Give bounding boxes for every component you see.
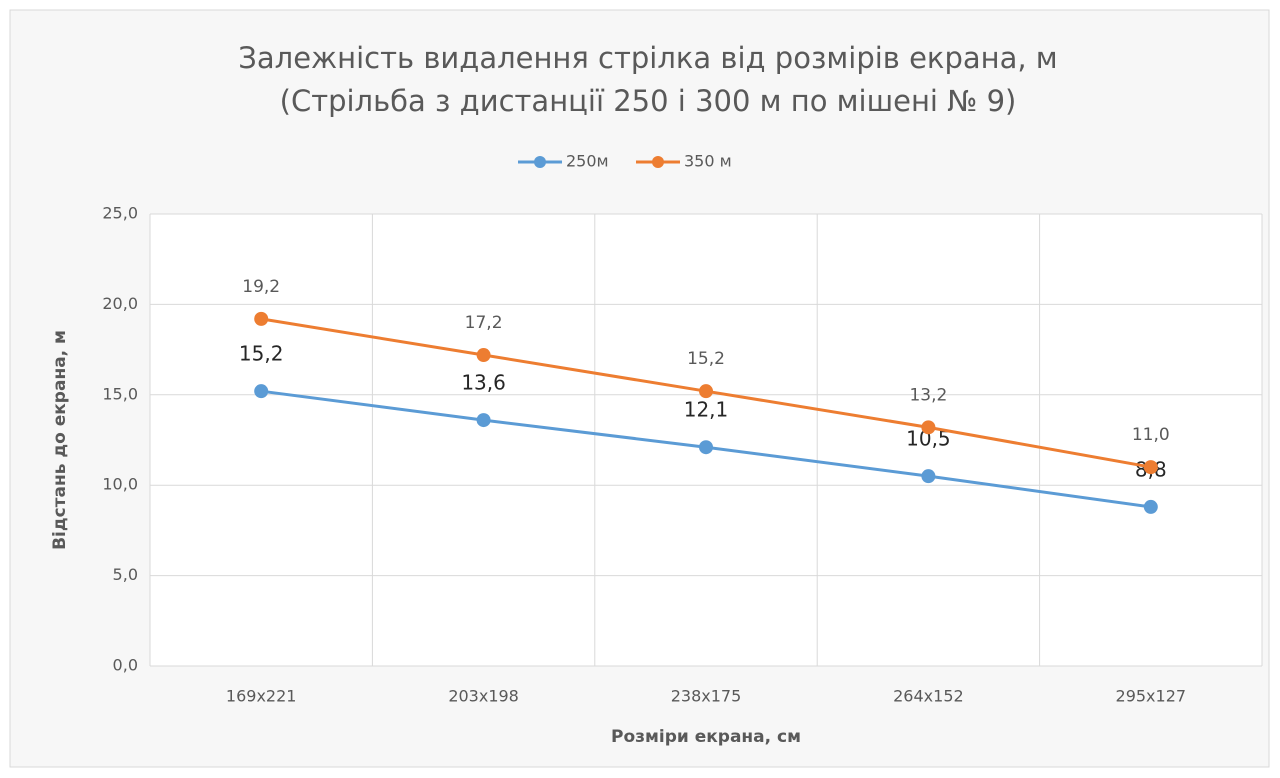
legend-label: 350 м	[684, 152, 732, 171]
x-tick-label: 295x127	[1116, 687, 1187, 706]
x-tick-label: 238x175	[671, 687, 742, 706]
x-tick-label: 203x198	[448, 687, 519, 706]
data-point	[476, 348, 491, 363]
data-point	[921, 420, 936, 435]
legend-label: 250м	[566, 152, 609, 171]
data-point	[254, 311, 269, 326]
data-label: 15,2	[687, 349, 725, 369]
y-tick-label: 20,0	[102, 294, 138, 313]
y-tick-label: 0,0	[113, 656, 138, 675]
x-tick-label: 264x152	[893, 687, 964, 706]
y-axis-title: Відстань до екрана, м	[50, 330, 70, 550]
data-point	[254, 384, 269, 399]
data-point	[699, 384, 713, 399]
data-point	[1143, 499, 1158, 514]
y-tick-label: 10,0	[102, 475, 138, 494]
data-label: 17,2	[465, 313, 503, 333]
data-label: 13,2	[909, 385, 947, 405]
data-point	[921, 469, 936, 484]
chart-subtitle: (Стрільба з дистанції 250 і 300 м по міш…	[280, 84, 1017, 118]
chart-title: Залежність видалення стрілка від розмірі…	[238, 41, 1057, 75]
plot-area	[150, 214, 1262, 666]
data-label: 15,2	[239, 342, 284, 366]
data-label: 19,2	[242, 277, 280, 297]
y-tick-label: 5,0	[113, 565, 138, 584]
legend-marker	[652, 156, 664, 168]
data-point	[1143, 460, 1158, 475]
data-label: 11,0	[1132, 425, 1170, 445]
data-label: 12,1	[684, 398, 729, 422]
legend-marker	[534, 156, 546, 168]
y-tick-label: 15,0	[102, 384, 138, 403]
data-label: 13,6	[461, 371, 506, 395]
x-axis-title: Розміри екрана, см	[611, 727, 801, 747]
data-point	[476, 413, 491, 428]
y-tick-label: 25,0	[102, 204, 138, 223]
x-tick-label: 169x221	[226, 687, 297, 706]
data-point	[699, 440, 713, 455]
